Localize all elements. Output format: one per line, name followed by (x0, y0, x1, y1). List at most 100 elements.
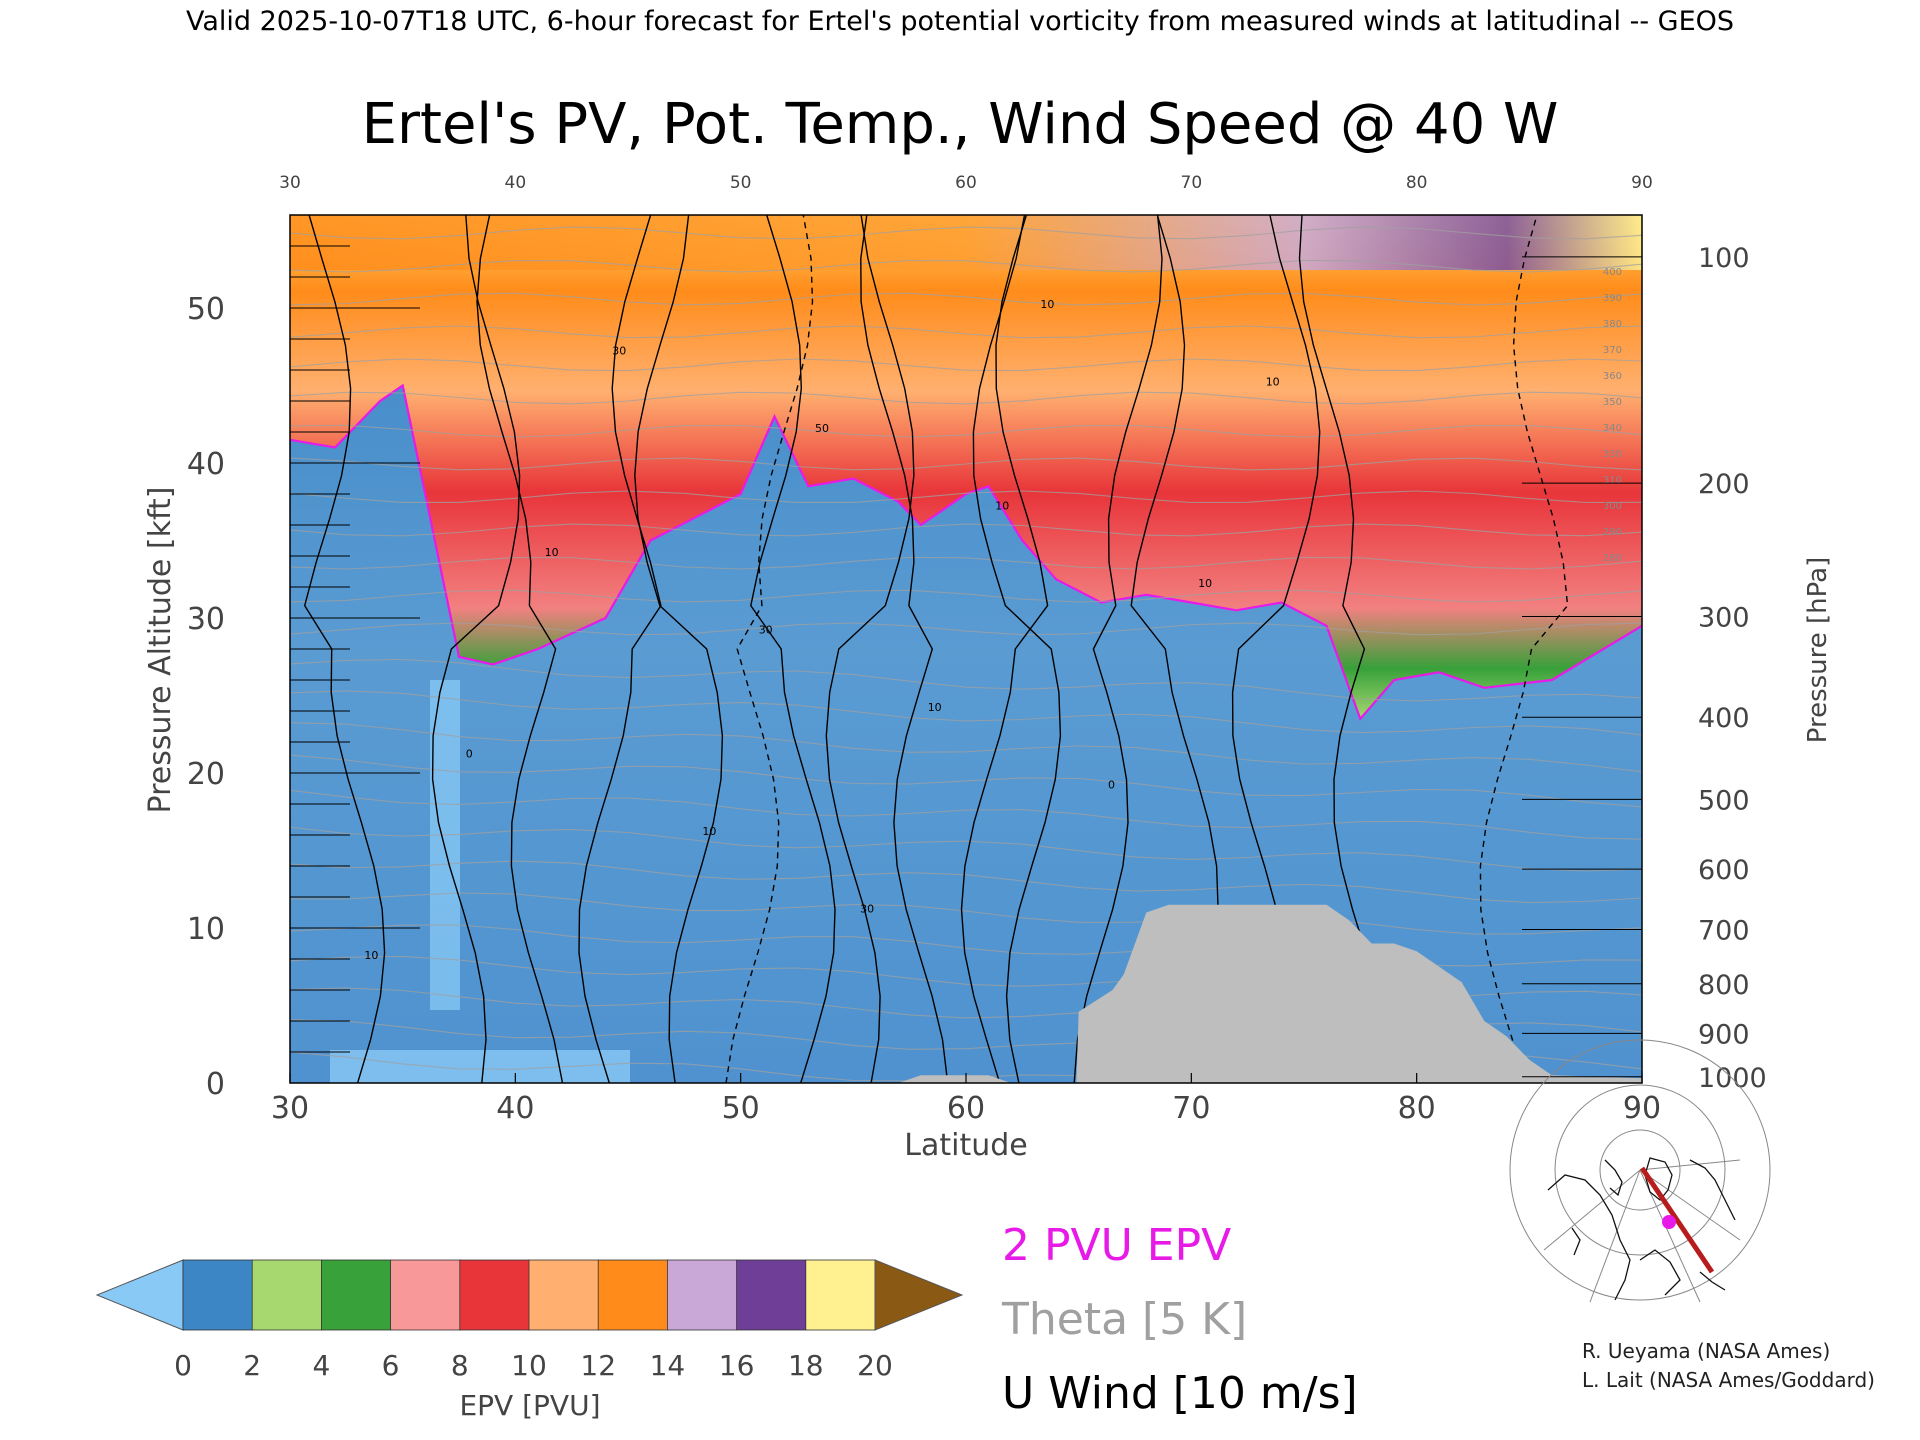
x-tick-label: 70 (1172, 1091, 1210, 1126)
inset-map (1509, 1039, 1771, 1303)
theta-contour-line (290, 490, 1642, 504)
y-axis-right-label: Pressure [hPa] (1803, 557, 1833, 744)
u-wind-contour-label: 30 (860, 903, 874, 916)
theta-contour-line (290, 826, 1642, 872)
theta-contour-line (290, 754, 1642, 808)
pressure-tick-label: 700 (1698, 916, 1750, 947)
colorbar-tick-label: 8 (451, 1349, 469, 1382)
u-wind-contour-label: 30 (612, 345, 626, 358)
x-top-tick-label: 40 (505, 173, 527, 193)
colorbar-segment (182, 1259, 254, 1331)
x-tick-label: 60 (947, 1091, 985, 1126)
u-wind-contour-line (634, 215, 724, 1083)
chart-title: Ertel's PV, Pot. Temp., Wind Speed @ 40 … (362, 92, 1559, 157)
pressure-tick-label: 800 (1698, 970, 1750, 1001)
u-wind-contour-line (825, 215, 915, 1083)
theta-contour-label: 290 (1603, 527, 1622, 538)
colorbar-tick-label: 0 (174, 1349, 192, 1382)
theta-contour-line (290, 556, 1642, 570)
u-wind-contour-label: 10 (702, 825, 716, 838)
credit-line-2: L. Lait (NASA Ames/Goddard) (1582, 1368, 1875, 1392)
theta-contour-label: 310 (1603, 475, 1622, 486)
theta-contour-line (290, 457, 1642, 471)
y-tick-label: 10 (187, 912, 225, 947)
u-wind-contour-line (431, 215, 521, 1083)
u-wind-contour-label: 10 (995, 500, 1009, 513)
u-wind-contour-label: 10 (1040, 298, 1054, 311)
x-top-tick-label: 30 (279, 173, 301, 193)
colorbar-segment (805, 1259, 876, 1331)
colorbar-segment (736, 1259, 807, 1331)
pressure-tick-label: 900 (1698, 1019, 1750, 1050)
u-wind-contour-label: 0 (466, 748, 473, 761)
u-wind-contour-label: 30 (759, 624, 773, 637)
u-wind-contour-line (578, 215, 662, 1083)
pressure-tick-label: 500 (1698, 785, 1750, 816)
theta-contour-line (290, 292, 1642, 306)
y-tick-label: 40 (187, 447, 225, 482)
x-top-tick-label: 90 (1631, 173, 1653, 193)
colorbar-label: EPV [PVU] (459, 1389, 600, 1422)
under-range-strip (330, 1050, 630, 1083)
u-wind-contour-line (960, 215, 1049, 1083)
theta-contour-label: 350 (1603, 397, 1622, 408)
theta-contour-line (290, 325, 1642, 339)
theta-contour-label: 400 (1603, 267, 1622, 278)
u-wind-contour-label: 10 (1198, 577, 1212, 590)
colorbar-segment (459, 1259, 530, 1331)
u-wind-contour-line (860, 215, 949, 1083)
u-wind-contours: 10 0 10 30 10 30 50 30 10 10 10 0 10 10 (303, 215, 1569, 1083)
u-wind-contour-line (972, 215, 1062, 1083)
colorbar-over-arrow (874, 1259, 964, 1331)
y-tick-label: 0 (206, 1067, 225, 1102)
y-tick-label: 50 (187, 292, 225, 327)
theta-contour-label: 360 (1603, 371, 1622, 382)
u-wind-contour-label: 0 (1108, 779, 1115, 792)
colorbar-segment (251, 1259, 323, 1331)
u-wind-contour-label: 10 (1266, 376, 1280, 389)
y-tick-label: 20 (187, 757, 225, 792)
y-tick-label: 30 (187, 602, 225, 637)
inset-map-track (1639, 1166, 1715, 1274)
x-tick-label: 50 (722, 1091, 760, 1126)
theta-contour-line (290, 358, 1642, 372)
pv-2pvu-contour (290, 383, 1642, 721)
theta-contour-line (290, 226, 1642, 240)
theta-contour-label: 390 (1603, 293, 1622, 304)
terrain-mask (898, 904, 1642, 1083)
colorbar-segment (528, 1259, 600, 1331)
u-wind-contour-line (725, 215, 814, 1083)
inset-map-marker (1662, 1215, 1676, 1229)
x-tick-label: 40 (496, 1091, 534, 1126)
credit-line-1: R. Ueyama (NASA Ames) (1582, 1339, 1830, 1363)
pressure-tick-label: 100 (1698, 243, 1750, 274)
theta-contour-label: 330 (1603, 449, 1622, 460)
u-wind-contour-label: 10 (545, 546, 559, 559)
legend-theta: Theta [5 K] (1001, 1294, 1247, 1345)
colorbar-tick-label: 20 (857, 1349, 893, 1382)
u-wind-contour-label: 50 (815, 422, 829, 435)
y-axis-left: 0 10 20 30 40 50 (187, 245, 420, 1102)
theta-contour-label: 280 (1603, 553, 1622, 564)
x-top-tick-label: 60 (955, 173, 977, 193)
theta-contour-label: 380 (1603, 319, 1622, 330)
colorbar-tick-label: 6 (382, 1349, 400, 1382)
x-axis-top: 30 40 50 60 70 80 90 (279, 173, 1653, 193)
x-tick-label: 80 (1398, 1091, 1436, 1126)
u-wind-contour-line (1073, 215, 1163, 1083)
theta-contour-line (290, 259, 1642, 273)
theta-contour-line (290, 391, 1642, 405)
theta-contour-line (290, 722, 1642, 773)
colorbar-under-arrow (95, 1259, 184, 1331)
x-axis-label: Latitude (904, 1128, 1027, 1163)
legend-wind: U Wind [10 m/s] (1002, 1368, 1358, 1419)
theta-contour-line (290, 690, 1642, 736)
x-top-tick-label: 50 (730, 173, 752, 193)
colorbar-tick-label: 2 (243, 1349, 261, 1382)
x-tick-label: 90 (1623, 1091, 1661, 1126)
colorbar: 0 2 4 6 8 10 12 14 16 18 20 (95, 1259, 964, 1382)
u-wind-contour-label: 10 (364, 949, 378, 962)
pressure-tick-label: 200 (1698, 469, 1750, 500)
